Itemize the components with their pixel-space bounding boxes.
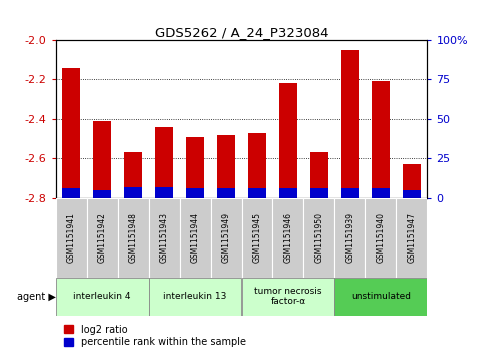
Text: GSM1151942: GSM1151942: [98, 212, 107, 263]
Bar: [56, 278, 149, 316]
Text: GSM1151945: GSM1151945: [253, 212, 261, 263]
Bar: [341, 188, 359, 198]
Bar: [334, 198, 366, 278]
Bar: [248, 133, 266, 198]
Bar: [397, 198, 427, 278]
Text: GSM1151944: GSM1151944: [190, 212, 199, 263]
Bar: [217, 188, 235, 198]
Bar: [366, 198, 397, 278]
Bar: [56, 198, 86, 278]
Bar: [155, 127, 173, 198]
Title: GDS5262 / A_24_P323084: GDS5262 / A_24_P323084: [155, 26, 328, 39]
Bar: [124, 152, 142, 198]
Bar: [62, 188, 80, 198]
Bar: [62, 68, 80, 198]
Bar: [310, 152, 328, 198]
Legend: log2 ratio, percentile rank within the sample: log2 ratio, percentile rank within the s…: [60, 321, 250, 351]
Bar: [403, 164, 421, 198]
Bar: [242, 198, 272, 278]
Bar: [310, 188, 328, 198]
Bar: [248, 188, 266, 198]
Text: GSM1151943: GSM1151943: [159, 212, 169, 263]
Bar: [279, 83, 297, 198]
Bar: [155, 187, 173, 198]
Bar: [372, 188, 390, 198]
Text: unstimulated: unstimulated: [351, 292, 411, 301]
Bar: [149, 278, 242, 316]
Text: GSM1151940: GSM1151940: [376, 212, 385, 263]
Bar: [279, 188, 297, 198]
Bar: [272, 198, 303, 278]
Bar: [186, 136, 204, 198]
Bar: [93, 121, 112, 198]
Bar: [217, 135, 235, 198]
Text: tumor necrosis
factor-α: tumor necrosis factor-α: [254, 287, 322, 306]
Bar: [180, 198, 211, 278]
Text: interleukin 13: interleukin 13: [163, 292, 227, 301]
Bar: [372, 81, 390, 198]
Text: GSM1151950: GSM1151950: [314, 212, 324, 263]
Text: interleukin 4: interleukin 4: [73, 292, 131, 301]
Bar: [149, 198, 180, 278]
Text: GSM1151949: GSM1151949: [222, 212, 230, 263]
Text: GSM1151939: GSM1151939: [345, 212, 355, 263]
Bar: [124, 187, 142, 198]
Bar: [341, 50, 359, 198]
Text: agent ▶: agent ▶: [17, 292, 56, 302]
Bar: [93, 190, 112, 198]
Bar: [403, 190, 421, 198]
Bar: [334, 278, 427, 316]
Bar: [86, 198, 117, 278]
Bar: [117, 198, 149, 278]
Text: GSM1151946: GSM1151946: [284, 212, 293, 263]
Bar: [211, 198, 242, 278]
Bar: [242, 278, 334, 316]
Bar: [186, 188, 204, 198]
Text: GSM1151948: GSM1151948: [128, 212, 138, 263]
Text: GSM1151947: GSM1151947: [408, 212, 416, 263]
Bar: [303, 198, 334, 278]
Text: GSM1151941: GSM1151941: [67, 212, 75, 263]
